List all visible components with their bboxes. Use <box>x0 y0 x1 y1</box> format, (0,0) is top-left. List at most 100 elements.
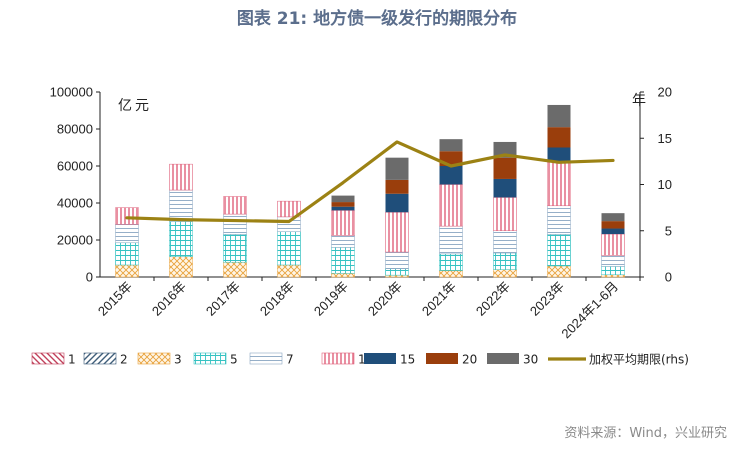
legend-label-line: 加权平均期限(rhs) <box>589 353 689 367</box>
bar-segment-5 <box>385 268 409 276</box>
left-tick-label: 60000 <box>57 159 93 174</box>
bar-segment-15 <box>493 178 517 198</box>
bar-segment-5 <box>601 266 625 276</box>
bar-segment-5 <box>493 252 517 270</box>
bar-segment-7 <box>331 235 355 248</box>
legend-label-2: 2 <box>120 353 128 367</box>
legend-swatch-3 <box>137 352 171 365</box>
right-tick-label: 20 <box>658 85 672 100</box>
left-axis-unit: 亿元 <box>118 98 152 114</box>
left-tick-label: 80000 <box>57 122 93 137</box>
x-tick-label: 2022年 <box>473 279 513 319</box>
bar-segment-3 <box>385 274 409 278</box>
bar-segment-3 <box>493 269 517 278</box>
bar-segment-3 <box>547 265 571 278</box>
bar-segment-15 <box>331 206 355 211</box>
bar-segment-30 <box>331 195 355 203</box>
x-tick-label: 2015年 <box>95 279 135 319</box>
bar-segment-5 <box>277 231 301 266</box>
legend-label-5: 5 <box>230 353 238 367</box>
bar-segment-5 <box>115 242 139 266</box>
bar-segment-30 <box>547 104 571 128</box>
legend-label-20: 20 <box>462 353 477 367</box>
bar-segment-20 <box>493 157 517 179</box>
bar-segment-10 <box>601 233 625 256</box>
bar-segment-15 <box>385 193 409 213</box>
bar-segment-10 <box>169 163 193 191</box>
bar-segment-15 <box>547 147 571 163</box>
bar-segment-10 <box>331 210 355 236</box>
x-tick-label: 2023年 <box>527 279 567 319</box>
x-tick-label: 2018年 <box>257 279 297 319</box>
bar-segment-10 <box>115 207 139 225</box>
legend-label-7: 7 <box>286 353 294 367</box>
legend-swatch-10 <box>321 352 355 365</box>
legend-label-30: 30 <box>523 353 538 367</box>
right-tick-label: 15 <box>658 131 672 146</box>
bar-segment-10 <box>439 184 463 227</box>
bar-segment-30 <box>439 139 463 152</box>
bar-segment-15 <box>439 166 463 185</box>
legend-swatch-7 <box>249 352 283 365</box>
bar-segment-30 <box>385 157 409 180</box>
right-tick-label: 10 <box>658 177 672 192</box>
left-tick-label: 100000 <box>50 85 93 100</box>
bar-segment-5 <box>331 247 355 274</box>
bar-segment-7 <box>115 224 139 244</box>
bar-segment-7 <box>385 251 409 269</box>
source-note: 资料来源：Wind，兴业研究 <box>564 426 727 441</box>
bar-segment-5 <box>223 234 247 263</box>
bar-segment-5 <box>547 234 571 267</box>
bar-segment-3 <box>115 264 139 278</box>
bar-segment-20 <box>385 179 409 194</box>
bar-segment-7 <box>439 225 463 255</box>
bar-segment-3 <box>223 261 247 278</box>
bar-segment-3 <box>439 270 463 278</box>
left-tick-label: 20000 <box>57 233 93 248</box>
bar-segment-5 <box>169 221 193 257</box>
legend-swatch-1 <box>31 352 65 365</box>
legend-swatch-5 <box>193 352 227 365</box>
x-tick-label: 2021年 <box>419 279 459 319</box>
chart-title: 图表 21: 地方债一级发行的期限分布 <box>237 8 517 29</box>
bar-segment-30 <box>493 141 517 158</box>
bar-segment-30 <box>601 213 625 222</box>
x-tick-label: 2020年 <box>365 279 405 319</box>
bar-segment-20 <box>331 202 355 207</box>
x-tick-label: 2016年 <box>149 279 189 319</box>
bar-segment-3 <box>169 256 193 278</box>
bar-segment-7 <box>223 213 247 235</box>
legend-swatch-15 <box>364 353 396 364</box>
x-tick-label: 2017年 <box>203 279 243 319</box>
bar-segment-10 <box>385 212 409 253</box>
legend: 1235710152030加权平均期限(rhs) <box>31 352 689 367</box>
bar-segment-7 <box>547 205 571 235</box>
bar-segment-7 <box>601 255 625 267</box>
bar-segment-3 <box>331 273 355 278</box>
bar-segment-10 <box>547 162 571 207</box>
bar-segment-20 <box>547 127 571 148</box>
legend-swatch-20 <box>426 353 458 364</box>
bar-segment-20 <box>601 221 625 229</box>
bar-segment-15 <box>601 228 625 235</box>
legend-swatch-30 <box>487 353 519 364</box>
right-tick-label: 5 <box>665 223 672 238</box>
x-tick-label: 2024年1-6月 <box>558 279 621 342</box>
left-tick-label: 0 <box>86 270 93 285</box>
legend-label-15: 15 <box>400 353 415 367</box>
bar-segment-7 <box>169 189 193 222</box>
x-tick-label: 2019年 <box>311 279 351 319</box>
bar-segment-3 <box>601 274 625 278</box>
bar-segment-10 <box>493 197 517 231</box>
legend-label-3: 3 <box>174 353 182 367</box>
plot-area: 0 20000 40000 60000 80000 100000 0 5 10 15 20 亿元 年 20… <box>50 85 672 342</box>
line-weighted-avg-term <box>125 140 615 224</box>
right-axis-unit: 年 <box>632 93 646 109</box>
bar-segment-10 <box>277 200 301 218</box>
bar-segment-7 <box>493 230 517 254</box>
legend-label-1: 1 <box>68 353 76 367</box>
bar-segment-7 <box>277 216 301 232</box>
bar-segment-5 <box>439 253 463 271</box>
bar-segment-10 <box>223 196 247 215</box>
